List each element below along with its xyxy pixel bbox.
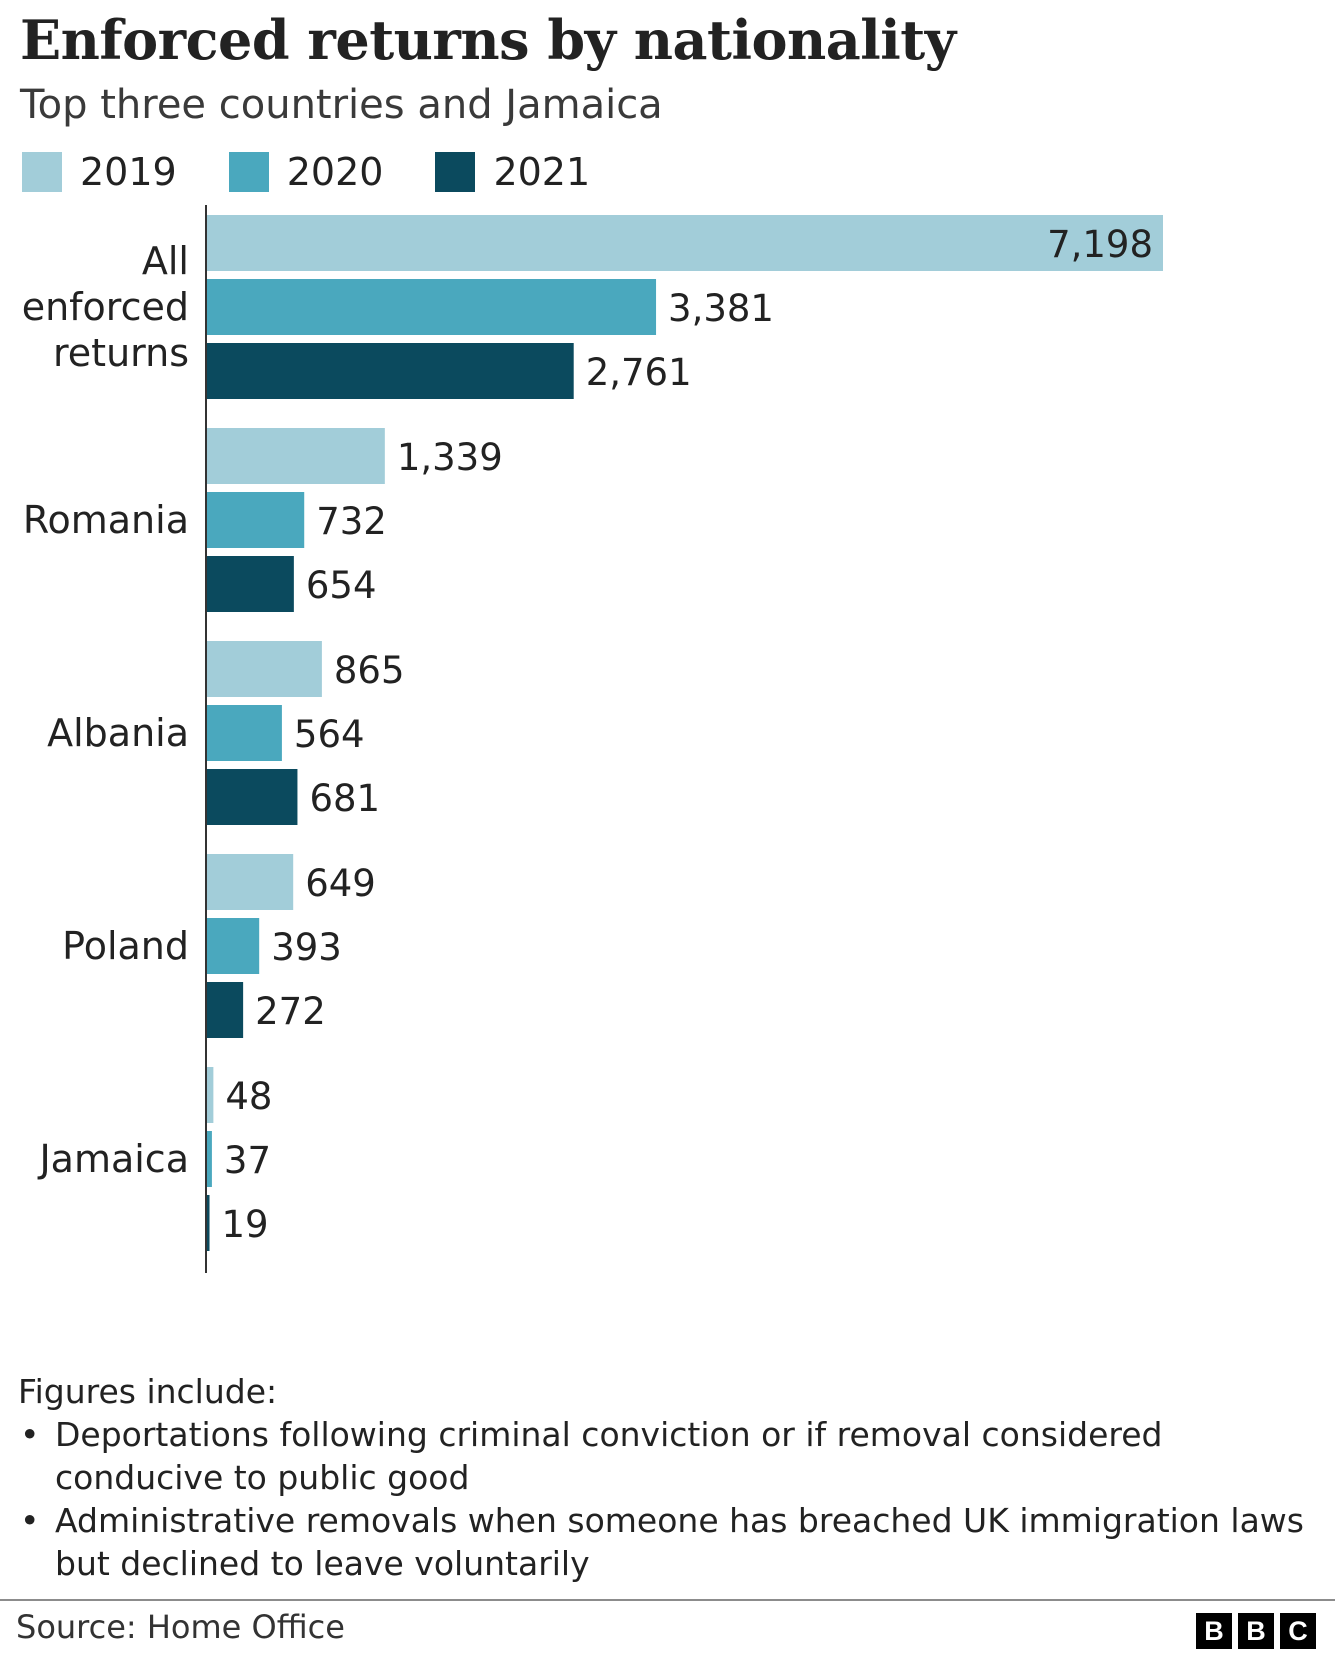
legend-swatch-2021 [435,152,476,192]
notes-list: Deportations following criminal convicti… [18,1413,1318,1585]
bar-all-enforced-returns-2020 [207,279,657,335]
bbc-logo-letter-c: C [1280,1613,1316,1649]
bar-poland-2020 [207,918,260,974]
bar-all-enforced-returns-2021 [207,343,574,399]
bar-albania-2020 [207,705,282,761]
bar-poland-2021 [207,982,244,1038]
data-label-all-enforced-returns-2020: 3,381 [668,287,774,330]
bbc-logo-letter-b1: B [1196,1613,1232,1649]
category-label-albania: Albania [47,711,189,755]
chart-subtitle: Top three countries and Jamaica [20,82,663,128]
chart-title: Enforced returns by nationality [20,8,956,72]
data-label-jamaica-2021: 19 [222,1203,269,1246]
category-label-all-enforced-returns-line1: All [142,239,189,283]
data-label-romania-2019: 1,339 [397,436,503,479]
bar-romania-2021 [207,556,294,612]
legend-item-2021: 2021 [435,150,590,194]
data-label-romania-2020: 732 [316,500,387,543]
data-label-albania-2020: 564 [294,713,365,756]
legend-item-2020: 2020 [228,150,384,194]
data-label-jamaica-2019: 48 [225,1075,272,1118]
bar-all-enforced-returns-2019 [207,215,1163,271]
notes: Figures include: Deportations following … [18,1370,1318,1585]
category-label-all-enforced-returns-line2: enforced [22,285,189,329]
bar-albania-2021 [207,769,298,825]
bar-jamaica-2020 [207,1131,212,1187]
bar-jamaica-2021 [207,1195,210,1251]
legend-label-2020: 2020 [286,150,384,194]
notes-item-administrative-removals: Administrative removals when someone has… [18,1499,1318,1585]
legend-item-2019: 2019 [22,150,177,194]
source-text: Source: Home Office [16,1608,345,1646]
footer-divider [0,1599,1335,1601]
data-label-albania-2021: 681 [309,777,380,820]
notes-heading: Figures include: [18,1372,278,1411]
bar-albania-2019 [207,641,322,697]
data-label-romania-2021: 654 [306,564,377,607]
data-label-all-enforced-returns-2021: 2,761 [586,351,692,394]
bar-poland-2019 [207,854,294,910]
data-label-poland-2021: 272 [255,990,326,1033]
category-label-all-enforced-returns-line3: returns [53,331,189,375]
data-label-poland-2019: 649 [305,862,376,905]
data-label-albania-2019: 865 [334,649,405,692]
data-label-jamaica-2020: 37 [224,1139,271,1182]
bar-romania-2020 [207,492,305,548]
data-label-all-enforced-returns-2019: 7,198 [1047,223,1153,266]
bbc-logo-letter-b2: B [1238,1613,1274,1649]
legend-swatch-2020 [228,152,269,192]
notes-item-deportations: Deportations following criminal convicti… [18,1413,1318,1499]
legend-swatch-2019 [22,152,62,192]
bar-jamaica-2019 [207,1067,214,1123]
category-label-jamaica: Jamaica [37,1137,189,1181]
legend: 2019 2020 2021 [22,150,642,194]
category-label-poland: Poland [62,924,189,968]
legend-label-2021: 2021 [493,150,591,194]
bbc-logo: B B C [1190,1613,1316,1649]
data-label-poland-2020: 393 [271,926,342,969]
category-label-romania: Romania [23,498,189,542]
bar-romania-2019 [207,428,385,484]
legend-label-2019: 2019 [80,150,177,194]
